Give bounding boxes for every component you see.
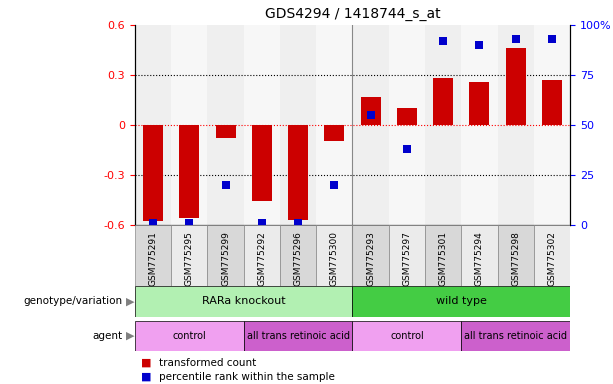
Bar <box>542 80 562 125</box>
Point <box>547 36 557 42</box>
Bar <box>316 225 352 286</box>
Point <box>257 220 267 226</box>
Text: RARa knockout: RARa knockout <box>202 296 286 306</box>
Bar <box>352 286 570 317</box>
Point <box>148 220 158 226</box>
Point <box>438 38 448 44</box>
Bar <box>425 25 461 225</box>
Point <box>293 220 303 226</box>
Bar <box>360 96 381 125</box>
Text: GSM775301: GSM775301 <box>439 231 447 286</box>
Text: GSM775294: GSM775294 <box>475 231 484 286</box>
Bar <box>143 125 163 221</box>
Bar <box>243 225 280 286</box>
Bar <box>352 321 461 351</box>
Bar <box>389 25 425 225</box>
Text: GSM775297: GSM775297 <box>402 231 411 286</box>
Bar <box>389 225 425 286</box>
Bar <box>425 225 461 286</box>
Text: all trans retinoic acid: all trans retinoic acid <box>464 331 567 341</box>
Text: GSM775302: GSM775302 <box>547 231 557 286</box>
Point <box>474 42 484 48</box>
Bar <box>534 225 570 286</box>
Bar <box>135 25 171 225</box>
Bar <box>179 125 199 218</box>
Point <box>366 112 376 118</box>
Text: control: control <box>390 331 424 341</box>
Text: ■: ■ <box>141 372 151 382</box>
Text: all trans retinoic acid: all trans retinoic acid <box>246 331 349 341</box>
Text: GSM775296: GSM775296 <box>294 231 303 286</box>
Bar <box>461 225 498 286</box>
Bar <box>216 125 235 138</box>
Bar <box>135 286 352 317</box>
Bar <box>498 225 534 286</box>
Bar <box>534 25 570 225</box>
Bar <box>316 25 352 225</box>
Text: agent: agent <box>93 331 123 341</box>
Bar <box>288 125 308 220</box>
Bar <box>397 108 417 125</box>
Text: GSM775298: GSM775298 <box>511 231 520 286</box>
Point <box>329 182 339 188</box>
Bar <box>135 225 171 286</box>
Bar <box>433 78 453 125</box>
Bar <box>461 25 498 225</box>
Bar <box>207 25 243 225</box>
Bar <box>171 25 207 225</box>
Text: ■: ■ <box>141 358 151 368</box>
Text: wild type: wild type <box>436 296 487 306</box>
Text: percentile rank within the sample: percentile rank within the sample <box>159 372 335 382</box>
Text: GSM775293: GSM775293 <box>366 231 375 286</box>
Text: GSM775299: GSM775299 <box>221 231 230 286</box>
Title: GDS4294 / 1418744_s_at: GDS4294 / 1418744_s_at <box>265 7 440 21</box>
Bar <box>280 25 316 225</box>
Bar <box>506 48 526 125</box>
Text: control: control <box>172 331 206 341</box>
Point <box>402 146 412 152</box>
Bar <box>207 225 243 286</box>
Bar <box>352 25 389 225</box>
Bar <box>171 225 207 286</box>
Point <box>185 220 194 226</box>
Text: transformed count: transformed count <box>159 358 257 368</box>
Bar <box>470 81 489 125</box>
Text: ▶: ▶ <box>126 331 134 341</box>
Bar <box>461 321 570 351</box>
Point <box>511 36 520 42</box>
Text: GSM775291: GSM775291 <box>148 231 158 286</box>
Bar <box>243 25 280 225</box>
Text: genotype/variation: genotype/variation <box>23 296 123 306</box>
Bar <box>324 125 345 141</box>
Text: ▶: ▶ <box>126 296 134 306</box>
Bar <box>280 225 316 286</box>
Bar <box>135 321 244 351</box>
Text: GSM775300: GSM775300 <box>330 231 339 286</box>
Text: GSM775295: GSM775295 <box>185 231 194 286</box>
Bar <box>352 225 389 286</box>
Bar <box>498 25 534 225</box>
Bar <box>244 321 352 351</box>
Point <box>221 182 230 188</box>
Bar <box>252 125 272 201</box>
Text: GSM775292: GSM775292 <box>257 231 266 286</box>
